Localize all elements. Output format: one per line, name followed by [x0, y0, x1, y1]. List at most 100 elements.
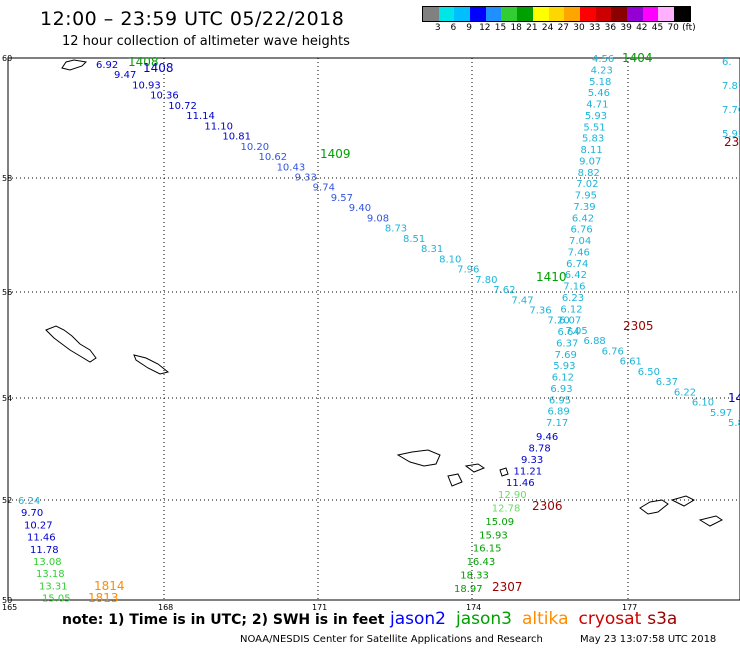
color-scale-bar — [422, 6, 691, 22]
satellite-legend: jason2 jason3 altika cryosat s3a — [390, 609, 687, 629]
color-swatch — [674, 7, 690, 21]
island-andreanof-c — [698, 515, 723, 527]
color-swatch — [626, 7, 643, 21]
pass-time-label: 1814 — [94, 579, 125, 593]
legend-entry-s3a: s3a — [647, 609, 678, 629]
map-frame — [7, 57, 740, 601]
swh-value-label: 15.93 — [479, 530, 508, 541]
swh-value-label: 15.09 — [485, 517, 514, 528]
swh-value-label: 18.97 — [454, 584, 483, 595]
swh-value-label: 9.46 — [536, 432, 558, 443]
swh-value-label: 7.69 — [555, 350, 577, 361]
swh-value-label: 10.81 — [222, 132, 251, 143]
pass-time-label: 23 — [724, 135, 739, 149]
swh-value-label: 6.10 — [692, 398, 714, 409]
swh-value-label: 9.47 — [114, 70, 136, 81]
island-andreanof-a — [639, 499, 669, 515]
swh-value-label: 6.64 — [558, 327, 580, 338]
color-swatch — [517, 7, 533, 21]
island-bering — [45, 325, 97, 363]
swh-value-label: 7.95 — [575, 191, 597, 202]
swh-value-label: 6.37 — [656, 377, 678, 388]
swh-value-label: 5.93 — [585, 111, 607, 122]
island-andreanof-b — [670, 495, 696, 507]
swh-value-label: 9.07 — [579, 156, 601, 167]
color-swatch — [454, 7, 471, 21]
swh-value-label: 6.23 — [562, 293, 584, 304]
swh-value-label: 10.36 — [150, 91, 179, 102]
swh-value-label: 8.78 — [529, 444, 551, 455]
color-scale-label: 33 — [588, 23, 601, 33]
longitude-label: 174 — [466, 603, 481, 612]
latitude-label: 56 — [2, 288, 12, 297]
swh-value-label: 4.71 — [586, 100, 608, 111]
swh-value-label: 6.88 — [584, 336, 606, 347]
color-scale-label: 24 — [541, 23, 554, 33]
color-scale-label: (ft) — [682, 23, 696, 33]
swh-value-label: 7.36 — [529, 305, 551, 316]
swh-value-label: 7.47 — [511, 295, 533, 306]
color-swatch — [548, 7, 565, 21]
swh-value-label: 7.16 — [563, 282, 585, 293]
color-scale-label: 42 — [636, 23, 648, 33]
color-swatch — [642, 7, 659, 21]
swh-value-label: 6.76 — [602, 346, 624, 357]
color-scale-label: 70 — [667, 23, 679, 33]
swh-value-label: 8.11 — [581, 145, 603, 156]
legend-entry-altika: altika — [522, 609, 569, 629]
swh-value-label: 9.40 — [349, 203, 371, 214]
color-swatch — [501, 7, 518, 21]
swh-value-label: 5.51 — [583, 122, 605, 133]
swh-value-label: 12.78 — [492, 503, 521, 514]
swh-value-label: 5.97 — [710, 408, 732, 419]
latitude-label: 52 — [2, 496, 12, 505]
map-subtitle: 12 hour collection of altimeter wave hei… — [62, 34, 350, 49]
pass-time-label: 2307 — [492, 580, 523, 594]
swh-value-label: 7.62 — [493, 285, 515, 296]
color-swatch — [564, 7, 580, 21]
color-swatch — [532, 7, 549, 21]
swh-value-label: 6.24 — [18, 496, 40, 507]
swh-value-label: 13.18 — [36, 569, 65, 580]
map-title: 12:00 – 23:59 UTC 05/22/2018 — [40, 8, 345, 30]
swh-value-label: 6.12 — [552, 373, 574, 384]
color-scale-label: 3 — [434, 23, 441, 33]
color-scale-label: 36 — [604, 23, 617, 33]
swh-value-label: 16.15 — [473, 544, 502, 555]
island-rat-b — [464, 463, 486, 473]
pass-time-label: 1408 — [143, 61, 174, 75]
units-note: note: 1) Time is in UTC; 2) SWH is in fe… — [62, 612, 385, 628]
swh-value-label: 6.61 — [620, 357, 642, 368]
legend-entry-jason3: jason3 — [456, 609, 512, 629]
swh-value-label: 9.33 — [295, 173, 317, 184]
swh-value-label: 7.20 — [547, 316, 569, 327]
swh-value-label: 10.43 — [277, 162, 306, 173]
swh-value-label: 11.78 — [30, 545, 59, 556]
pass-time-label: 2306 — [532, 499, 563, 513]
longitude-label: 165 — [2, 603, 17, 612]
swh-value-label: 7.46 — [568, 247, 590, 258]
satellite-tracks: 6.929.4710.9310.3610.7211.1411.1010.8110… — [18, 51, 740, 605]
swh-value-label: 7.80 — [475, 275, 497, 286]
color-swatch — [423, 7, 439, 21]
swh-value-label: 7.04 — [569, 236, 591, 247]
pass-time-label: 1813 — [88, 591, 119, 605]
swh-value-label: 5.86 — [728, 418, 740, 429]
swh-value-label: 11.14 — [186, 111, 215, 122]
latitude-label: 58 — [2, 174, 12, 183]
color-swatch — [485, 7, 502, 21]
color-swatch — [611, 7, 627, 21]
credit-line: NOAA/NESDIS Center for Satellite Applica… — [240, 634, 543, 645]
swh-value-label: 10.62 — [259, 152, 288, 163]
swh-value-label: 6.93 — [550, 384, 572, 395]
color-scale-label: 21 — [526, 23, 538, 33]
color-scale-label: 15 — [494, 23, 507, 33]
swh-value-label: 15.05 — [42, 594, 71, 605]
swh-value-label: 9.08 — [367, 213, 389, 224]
swh-value-label: 8.73 — [385, 224, 407, 235]
color-swatch — [579, 7, 596, 21]
swh-value-label: 11.10 — [204, 121, 233, 132]
swh-value-label: 5.92 — [722, 129, 740, 140]
